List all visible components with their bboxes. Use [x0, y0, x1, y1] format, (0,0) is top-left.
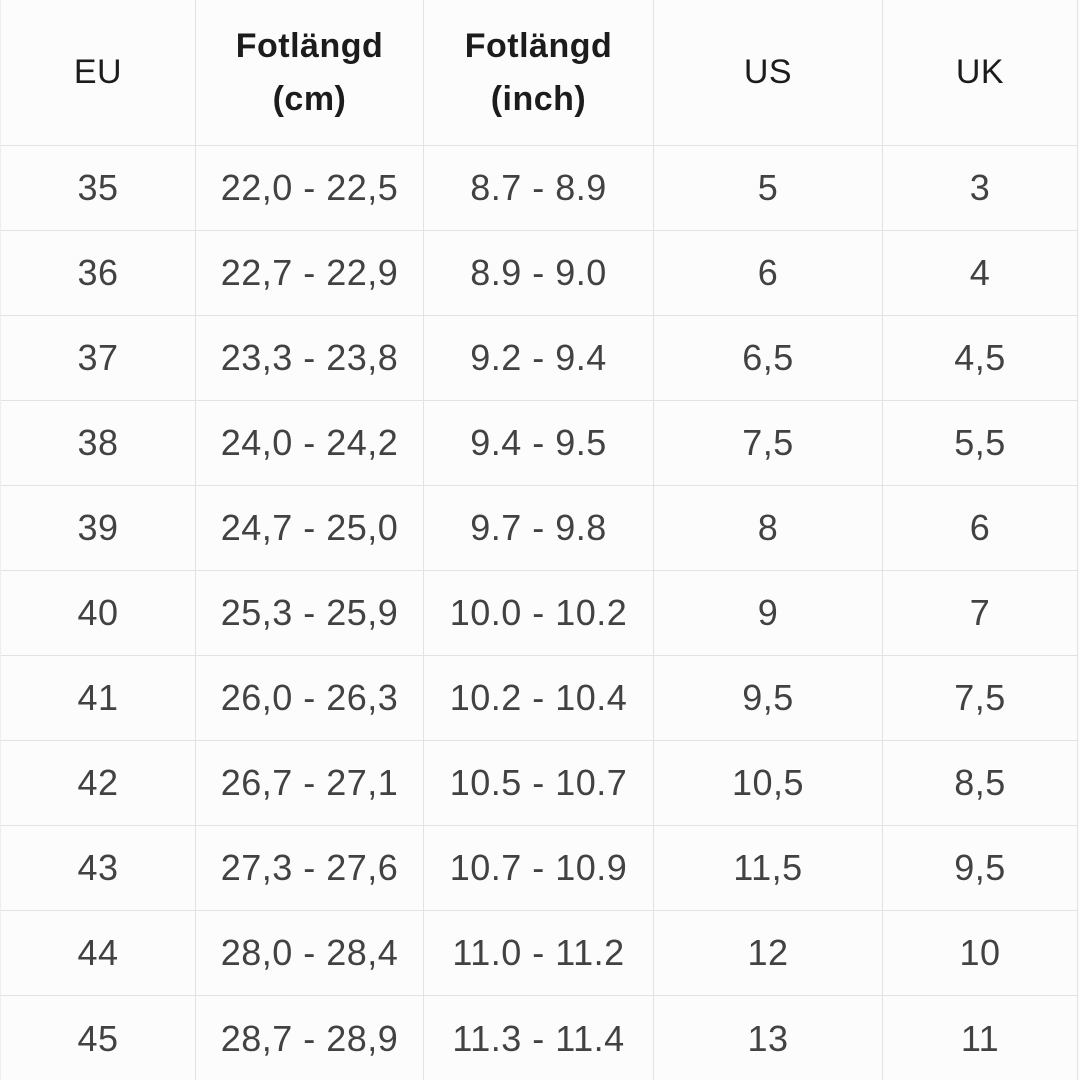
column-header-eu: EU: [1, 0, 196, 146]
cell-eu-size: 35: [1, 146, 196, 231]
cell-foot-length-cm: 24,7 - 25,0: [196, 486, 424, 571]
column-header-cm-title: Fotlängd: [235, 26, 384, 65]
cell-foot-length-cm: 28,0 - 28,4: [196, 911, 424, 996]
cell-uk-size: 7: [883, 571, 1077, 656]
column-header-cm: Fotlängd (cm): [196, 0, 424, 146]
cell-foot-length-inch: 11.3 - 11.4: [424, 996, 654, 1080]
cell-uk-size: 5,5: [883, 401, 1077, 486]
cell-foot-length-cm: 26,0 - 26,3: [196, 656, 424, 741]
cell-foot-length-inch: 10.0 - 10.2: [424, 571, 654, 656]
cell-foot-length-cm: 28,7 - 28,9: [196, 996, 424, 1080]
cell-uk-size: 7,5: [883, 656, 1077, 741]
cell-foot-length-inch: 9.4 - 9.5: [424, 401, 654, 486]
cell-eu-size: 39: [1, 486, 196, 571]
cell-us-size: 11,5: [654, 826, 883, 911]
cell-uk-size: 4: [883, 231, 1077, 316]
cell-eu-size: 44: [1, 911, 196, 996]
column-header-inch-title: Fotlängd: [464, 26, 613, 65]
cell-us-size: 6: [654, 231, 883, 316]
cell-uk-size: 10: [883, 911, 1077, 996]
cell-foot-length-inch: 9.7 - 9.8: [424, 486, 654, 571]
cell-foot-length-cm: 23,3 - 23,8: [196, 316, 424, 401]
column-header-inch: Fotlängd (inch): [424, 0, 654, 146]
cell-foot-length-inch: 10.2 - 10.4: [424, 656, 654, 741]
cell-uk-size: 11: [960, 1017, 1000, 1059]
cell-foot-length-cm: 25,3 - 25,9: [196, 571, 424, 656]
cell-foot-length-cm: 22,7 - 22,9: [196, 231, 424, 316]
cell-us-size: 7,5: [654, 401, 883, 486]
cell-eu-size: 43: [1, 826, 196, 911]
cell-uk-size: 6: [883, 486, 1077, 571]
cell-foot-length-inch: 8.7 - 8.9: [424, 146, 654, 231]
column-header-cm-unit: (cm): [272, 79, 347, 118]
cell-us-size: 8: [654, 486, 883, 571]
cell-foot-length-inch: 11.0 - 11.2: [424, 911, 654, 996]
cell-eu-size: 45: [1, 996, 196, 1080]
column-header-inch-unit: (inch): [490, 79, 587, 118]
cell-us-size: 10,5: [654, 741, 883, 826]
cell-foot-length-cm: 27,3 - 27,6: [196, 826, 424, 911]
cell-eu-size: 40: [1, 571, 196, 656]
cell-eu-size: 41: [1, 656, 196, 741]
cell-us-size: 9: [654, 571, 883, 656]
cell-us-size: 13: [654, 996, 883, 1080]
cell-us-size: 6,5: [654, 316, 883, 401]
cell-eu-size: 36: [1, 231, 196, 316]
cell-eu-size: 38: [1, 401, 196, 486]
cell-foot-length-inch: 10.7 - 10.9: [424, 826, 654, 911]
cell-foot-length-cm: 24,0 - 24,2: [196, 401, 424, 486]
cell-eu-size: 42: [1, 741, 196, 826]
cell-foot-length-inch: 9.2 - 9.4: [424, 316, 654, 401]
cell-us-size: 12: [654, 911, 883, 996]
cell-uk-size: 4,5: [883, 316, 1077, 401]
column-header-uk: UK: [883, 0, 1077, 146]
cell-eu-size: 37: [1, 316, 196, 401]
cell-foot-length-inch: 10.5 - 10.7: [424, 741, 654, 826]
column-header-us: US: [654, 0, 883, 146]
cell-uk-size: 3: [883, 146, 1077, 231]
cell-foot-length-cm: 22,0 - 22,5: [196, 146, 424, 231]
cell-foot-length-cm: 26,7 - 27,1: [196, 741, 424, 826]
cell-foot-length-inch: 8.9 - 9.0: [424, 231, 654, 316]
cell-us-size: 5: [654, 146, 883, 231]
cell-uk-size: 9,5: [883, 826, 1077, 911]
cell-uk-size: 8,5: [883, 741, 1077, 826]
cell-us-size: 9,5: [654, 656, 883, 741]
